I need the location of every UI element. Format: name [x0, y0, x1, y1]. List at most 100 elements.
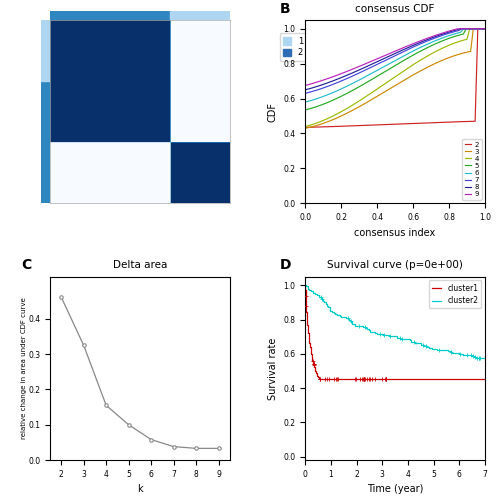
- 2: [475, 26, 481, 32]
- 8: [446, 29, 452, 35]
- Text: C: C: [21, 258, 32, 272]
- cluster1: [482, 376, 488, 382]
- cluster1: [319, 376, 325, 382]
- 5: [426, 44, 432, 50]
- 2: [320, 124, 326, 130]
- 7: [459, 26, 465, 32]
- 8: [482, 26, 488, 32]
- cluster1: [304, 316, 310, 322]
- 4: [375, 86, 381, 91]
- 8: [382, 56, 388, 62]
- 7: [446, 30, 452, 36]
- cluster1: [315, 374, 321, 380]
- 2: [442, 119, 448, 125]
- 9: [382, 52, 388, 59]
- Y-axis label: relative change in area under CDF curve: relative change in area under CDF curve: [21, 298, 27, 439]
- 2: [426, 120, 432, 126]
- 6: [442, 34, 448, 40]
- Text: D: D: [280, 258, 291, 272]
- cluster2: [482, 354, 488, 360]
- 4: [442, 44, 448, 50]
- 3: [302, 126, 308, 132]
- 3: [442, 56, 448, 62]
- cluster1: [306, 336, 312, 342]
- 6: [302, 99, 308, 105]
- cluster2: [318, 294, 324, 300]
- Legend: 2, 3, 4, 5, 6, 7, 8, 9: 2, 3, 4, 5, 6, 7, 8, 9: [462, 139, 481, 200]
- 6: [375, 67, 381, 73]
- 8: [458, 26, 464, 32]
- 8: [320, 82, 326, 87]
- 5: [482, 26, 488, 32]
- 5: [446, 36, 452, 42]
- 7: [442, 32, 448, 38]
- cluster1: [308, 346, 314, 352]
- 4: [320, 118, 326, 124]
- cluster2: [338, 314, 344, 320]
- Line: 2: 2: [305, 28, 485, 128]
- 4: [426, 52, 432, 59]
- 8: [426, 36, 432, 42]
- Line: 9: 9: [305, 28, 485, 86]
- 4: [302, 124, 308, 130]
- 7: [382, 58, 388, 64]
- 5: [382, 69, 388, 75]
- 6: [446, 32, 452, 38]
- cluster2: [306, 287, 312, 293]
- 7: [482, 26, 488, 32]
- Legend: 1, 2: 1, 2: [280, 34, 306, 60]
- 6: [482, 26, 488, 32]
- X-axis label: k: k: [137, 484, 142, 494]
- 7: [320, 85, 326, 91]
- 3: [426, 64, 432, 70]
- 4: [382, 81, 388, 87]
- 9: [375, 56, 381, 62]
- Text: B: B: [280, 2, 290, 16]
- Line: 7: 7: [305, 28, 485, 94]
- Line: 5: 5: [305, 28, 485, 110]
- 8: [442, 30, 448, 36]
- Line: 8: 8: [305, 28, 485, 90]
- 2: [446, 119, 452, 125]
- 4: [482, 26, 488, 32]
- 2: [482, 26, 488, 32]
- 3: [482, 26, 488, 32]
- 3: [382, 89, 388, 95]
- X-axis label: consensus index: consensus index: [354, 228, 436, 237]
- cluster1: [308, 351, 314, 357]
- Line: 4: 4: [305, 28, 485, 126]
- X-axis label: Time (year): Time (year): [367, 484, 424, 494]
- 5: [320, 101, 326, 107]
- 7: [426, 38, 432, 44]
- Title: consensus CDF: consensus CDF: [356, 4, 435, 14]
- 7: [375, 61, 381, 67]
- 8: [302, 87, 308, 93]
- 9: [446, 28, 452, 34]
- 6: [460, 26, 466, 32]
- 2: [375, 122, 381, 128]
- cluster2: [472, 354, 478, 360]
- 3: [470, 26, 476, 32]
- 6: [426, 40, 432, 46]
- 9: [482, 26, 488, 32]
- 3: [375, 93, 381, 99]
- 5: [442, 36, 448, 43]
- cluster1: [309, 356, 315, 362]
- Y-axis label: Survival rate: Survival rate: [268, 337, 278, 400]
- 3: [320, 120, 326, 126]
- 7: [302, 90, 308, 96]
- cluster2: [302, 282, 308, 288]
- 9: [302, 82, 308, 88]
- 5: [464, 26, 469, 32]
- Line: 6: 6: [305, 28, 485, 102]
- cluster2: [348, 320, 354, 326]
- 9: [442, 29, 448, 35]
- 2: [302, 124, 308, 130]
- 5: [375, 73, 381, 79]
- 6: [382, 64, 388, 70]
- 8: [375, 58, 381, 64]
- 3: [446, 54, 452, 60]
- Y-axis label: CDF: CDF: [268, 102, 278, 121]
- cluster1: [302, 282, 308, 288]
- cluster2: [327, 306, 333, 312]
